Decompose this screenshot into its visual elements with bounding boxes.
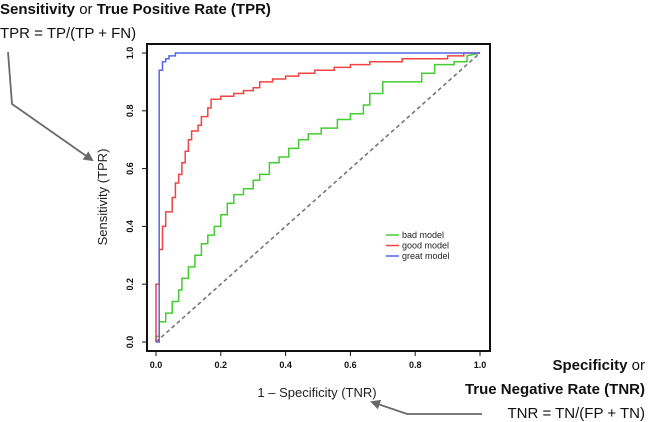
right-annotation-arrow	[370, 399, 482, 415]
legend-label: good model	[402, 241, 449, 251]
x-tick-label: 1.0	[474, 360, 487, 370]
axes: 0.0 0.2 0.4 0.6 0.8 1.0 0.0 0.2 0.4 0.6 0.8 1.0	[125, 47, 486, 370]
series-line-good-model	[155, 52, 480, 342]
top-annotation-bold1: Sensitivity	[0, 1, 76, 18]
x-axis-label: 1 – Specificity (TNR)	[257, 385, 376, 400]
top-annotation-bold2: True Positive Rate (TPR)	[97, 1, 271, 18]
top-annotation-arrow	[7, 51, 94, 162]
x-tick-label: 0.0	[150, 360, 163, 370]
top-annotation-or: or	[75, 1, 97, 18]
series-group	[155, 52, 481, 343]
series-line-great-model	[156, 52, 480, 343]
x-tick-label: 0.2	[215, 360, 228, 370]
right-annotation-formula: TNR = TN/(FP + TN)	[507, 405, 645, 422]
top-annotation-formula: TPR = TP/(TP + FN)	[0, 25, 136, 42]
right-annotation-or: or	[627, 357, 645, 374]
y-tick-label: 0.6	[125, 162, 135, 175]
right-annotation-line1: Specificity or	[552, 357, 645, 374]
y-tick-label: 0.8	[125, 105, 135, 118]
diagonal-group	[155, 52, 481, 343]
y-tick-label: 0.0	[125, 336, 135, 349]
legend-label: great model	[402, 251, 450, 261]
y-tick-label: 0.2	[125, 278, 135, 291]
right-annotation-bold1: Specificity	[552, 357, 628, 374]
x-tick-label: 0.4	[279, 360, 292, 370]
top-annotation-title: Sensitivity or True Positive Rate (TPR)	[0, 1, 271, 18]
y-tick-label: 0.4	[125, 220, 135, 233]
series-line-bad-model	[155, 52, 481, 342]
y-tick-label: 1.0	[125, 47, 135, 60]
x-tick-label: 0.8	[409, 360, 422, 370]
diagonal-reference-line	[155, 52, 481, 343]
legend-label: bad model	[402, 230, 444, 240]
plot-frame	[146, 43, 491, 352]
right-annotation-line2: True Negative Rate (TNR)	[465, 381, 645, 398]
y-axis-label: Sensitivity (TPR)	[95, 149, 110, 246]
x-tick-label: 0.6	[344, 360, 357, 370]
